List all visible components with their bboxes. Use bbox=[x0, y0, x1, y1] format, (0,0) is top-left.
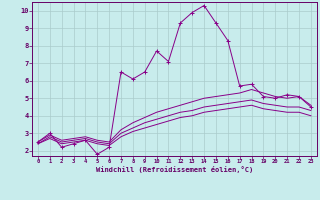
X-axis label: Windchill (Refroidissement éolien,°C): Windchill (Refroidissement éolien,°C) bbox=[96, 166, 253, 173]
